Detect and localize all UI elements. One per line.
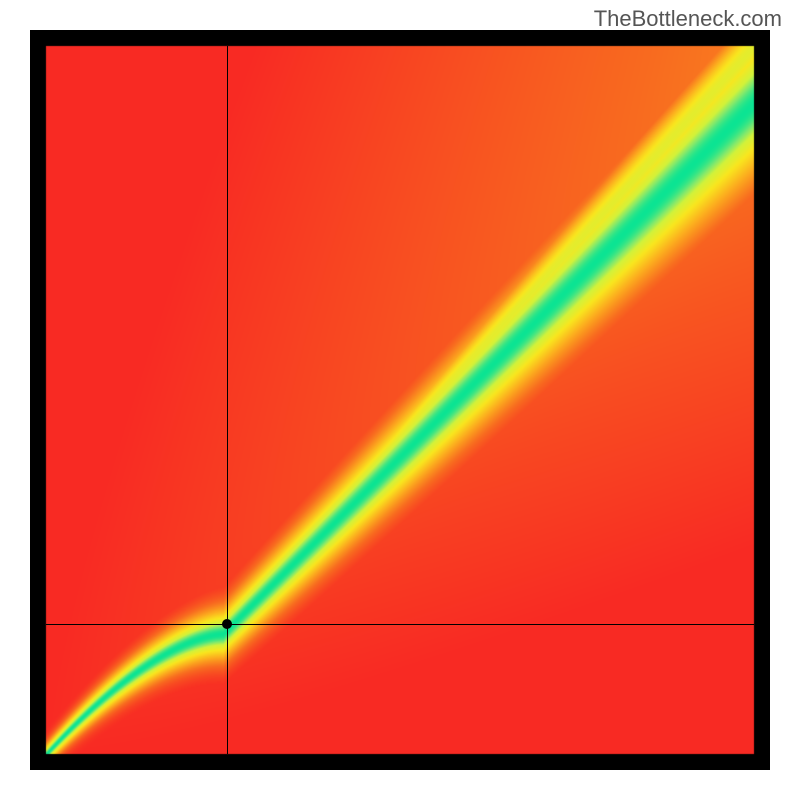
crosshair-point [222,619,232,629]
chart-container: TheBottleneck.com [0,0,800,800]
crosshair-horizontal [46,624,754,625]
watermark-text: TheBottleneck.com [594,6,782,32]
chart-frame [30,30,770,770]
crosshair-vertical [227,46,228,754]
heatmap-canvas [30,30,770,770]
